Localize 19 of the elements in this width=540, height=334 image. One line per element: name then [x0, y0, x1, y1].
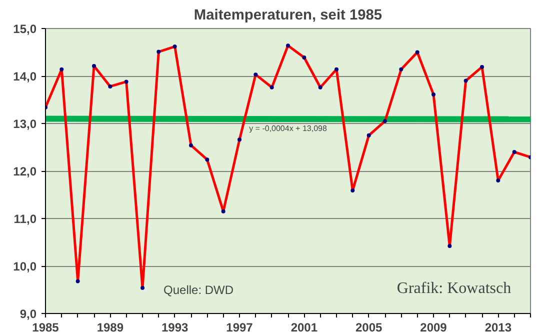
x-tick-label: 1997 — [226, 320, 254, 334]
x-tick-label: 2013 — [484, 320, 512, 334]
x-tick-label: 2005 — [355, 320, 383, 334]
y-tick-label: 15,0 — [13, 22, 37, 36]
x-tick-label: 2009 — [420, 320, 448, 334]
y-tick-label: 12,0 — [13, 164, 37, 178]
x-tick-label: 1985 — [32, 320, 60, 334]
y-tick-label: 14,0 — [13, 70, 37, 84]
y-tick-label: 13,0 — [13, 117, 37, 131]
y-tick-label: 11,0 — [14, 212, 37, 226]
x-tick-label: 1993 — [161, 320, 189, 334]
y-tick-label: 10,0 — [13, 260, 37, 274]
x-tick-label: 2001 — [290, 320, 318, 334]
chart-title: Maitemperaturen, seit 1985 — [194, 8, 382, 24]
annotation: y = -0,0004x + 13,098 — [249, 124, 328, 133]
x-tick-label: 1989 — [96, 320, 124, 334]
annotation: Quelle: DWD — [164, 282, 234, 297]
y-tick-label: 9,0 — [20, 307, 37, 321]
annotation: Grafik: Kowatsch — [396, 280, 512, 297]
